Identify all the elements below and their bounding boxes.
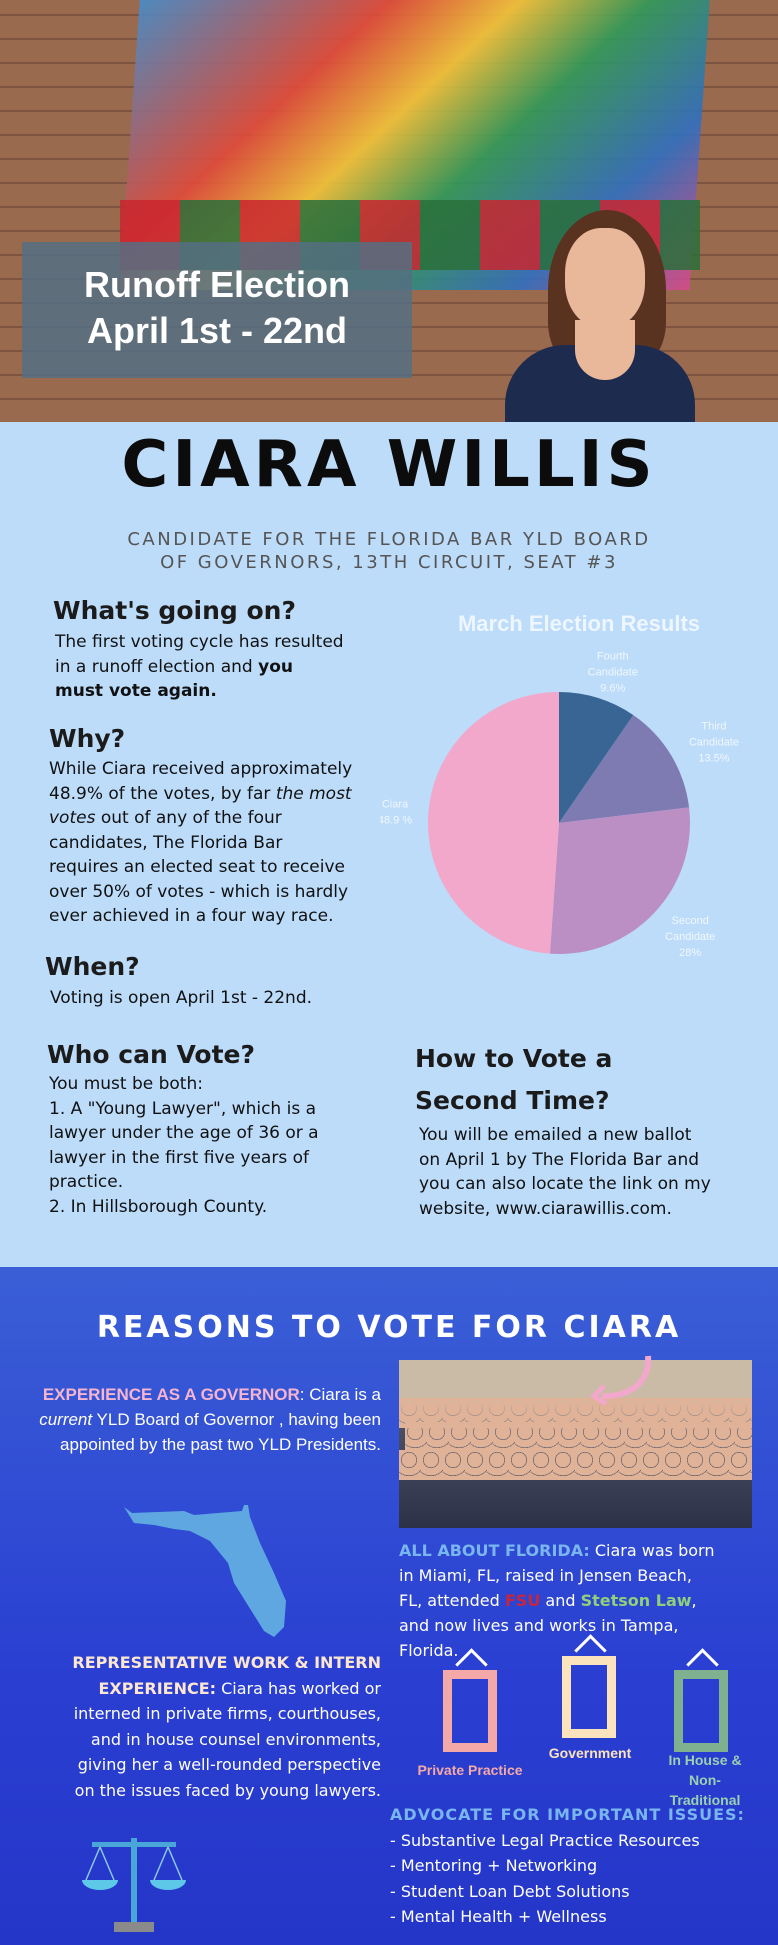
text-line: While Ciara received approximately <box>49 759 353 779</box>
text-line: lawyer under the age of 36 or a <box>49 1123 319 1143</box>
stetson-text: Stetson Law <box>580 1591 692 1610</box>
subtitle-line: CANDIDATE FOR THE FLORIDA BAR YLD BOARD <box>127 529 651 550</box>
text-line: Florida. <box>399 1641 459 1660</box>
text-line: FL, attended <box>399 1591 505 1610</box>
whats-going-on-heading: What's going on? <box>53 596 296 625</box>
advocate-heading: ADVOCATE FOR IMPORTANT ISSUES: <box>390 1805 745 1824</box>
work-text: REPRESENTATIVE WORK & INTERN EXPERIENCE:… <box>0 1650 381 1803</box>
chart-title: March Election Results <box>457 611 701 636</box>
how-heading: How to Vote a Second Time? <box>415 1038 612 1122</box>
fsu-text: FSU <box>504 1591 541 1610</box>
pie-label: Fourth Candidate 9.6% <box>588 650 638 694</box>
pie-label: Third Candidate 13.5% <box>689 721 739 765</box>
text-line: out of any of the four <box>95 808 282 828</box>
text-line: ever achieved in a four way race. <box>49 906 334 926</box>
text-line: The first voting cycle has resulted <box>55 632 344 652</box>
advocate-list: ADVOCATE FOR IMPORTANT ISSUES: - Substan… <box>390 1802 745 1930</box>
who-text: You must be both: 1. A "Young Lawyer", w… <box>49 1072 319 1219</box>
candidate-neck <box>575 320 635 380</box>
text-line: You must be both: <box>49 1074 203 1094</box>
heading-line: Second Time? <box>415 1086 610 1115</box>
candidate-name: CIARA WILLIS <box>121 428 657 502</box>
em-text: the most <box>275 783 352 804</box>
text-line: giving her a well-rounded perspective <box>77 1755 381 1774</box>
frame-inhouse-icon <box>674 1670 728 1752</box>
text-line: practice. <box>49 1172 124 1192</box>
pie-slice-second-candidate <box>549 807 690 954</box>
bold-text: you <box>258 656 293 677</box>
candidate-face <box>565 228 645 328</box>
governor-text: EXPERIENCE AS A GOVERNOR: Ciara is a cur… <box>1 1382 381 1457</box>
text-line: , <box>691 1591 697 1610</box>
text-line: on the issues faced by young lawyers. <box>74 1780 381 1800</box>
text-line: on April 1 by The Florida Bar and <box>419 1149 700 1170</box>
text-line: 2. In Hillsborough County. <box>49 1196 268 1217</box>
runoff-banner: Runoff Election April 1st - 22nd <box>22 242 412 378</box>
text-line: and <box>540 1591 581 1610</box>
frame-government-icon <box>562 1656 616 1738</box>
text-line: YLD Board of Governor , having been <box>92 1410 381 1429</box>
scales-of-justice-icon <box>82 1838 186 1932</box>
who-heading: Who can Vote? <box>47 1040 256 1069</box>
text-line: 48.9% of the votes, by far <box>49 783 276 804</box>
list-item: - Substantive Legal Practice Resources <box>390 1830 700 1850</box>
em-text: votes <box>49 808 96 828</box>
pie-label: Ciara 48.9 % <box>380 798 412 826</box>
banner-line1: Runoff Election <box>84 264 350 305</box>
text-line: candidates, The Florida Bar <box>49 832 283 853</box>
pie-slice-ciara <box>428 692 559 954</box>
frame-label: Government <box>548 1745 632 1761</box>
list-item: - Mentoring + Networking <box>390 1856 598 1875</box>
work-title: EXPERIENCE: <box>98 1678 217 1698</box>
text-line: 1. A "Young Lawyer", which is a <box>49 1098 317 1119</box>
text-line: and in house counsel environments, <box>90 1729 381 1749</box>
whats-going-on-text: The first voting cycle has resulted in a… <box>55 630 344 704</box>
text-line: in a runoff election and <box>55 656 259 677</box>
text-line: you can also locate the link on my <box>419 1174 711 1194</box>
frame-private-icon <box>443 1670 497 1752</box>
when-heading: When? <box>45 952 140 981</box>
text-line: website, www.ciarawillis.com. <box>419 1198 672 1219</box>
text-line: interned in private firms, courthouses, <box>73 1704 381 1723</box>
why-text: While Ciara received approximately 48.9%… <box>49 757 352 929</box>
how-text: You will be emailed a new ballot on Apri… <box>419 1123 711 1221</box>
text-line: : Ciara is a <box>299 1385 381 1404</box>
list-item: - Student Loan Debt Solutions <box>390 1881 630 1901</box>
text-line: requires an elected seat to receive <box>49 857 345 877</box>
frame-label: Private Practice <box>417 1762 523 1778</box>
governor-title: EXPERIENCE AS A GOVERNOR <box>42 1385 300 1404</box>
text-line: Ciara has worked or <box>216 1678 381 1698</box>
banner-line2: April 1st - 22nd <box>86 310 348 351</box>
pie-chart: Fourth Candidate 9.6% Third Candidate 13.5% Se… <box>380 650 739 959</box>
florida-title: ALL ABOUT FLORIDA: <box>399 1541 590 1560</box>
list-item: - Mental Health + Wellness <box>390 1907 607 1926</box>
text-line: in Miami, FL, raised in Jensen Beach, <box>399 1566 692 1585</box>
work-title: REPRESENTATIVE WORK & INTERN <box>72 1653 381 1672</box>
pie-label: Second Candidate 28% <box>665 915 715 959</box>
em-text: current <box>39 1410 93 1429</box>
when-text: Voting is open April 1st - 22nd. <box>50 988 313 1008</box>
florida-text: ALL ABOUT FLORIDA: Ciara was born in Mia… <box>399 1538 774 1663</box>
florida-map-icon <box>124 1505 286 1637</box>
frame-label: In House & Non-Traditional <box>668 1752 742 1808</box>
pie-slice-fourth-candidate <box>559 692 634 823</box>
text-line: appointed by the past two YLD Presidents… <box>60 1435 381 1454</box>
text-line: You will be emailed a new ballot <box>419 1125 692 1145</box>
heading-line: How to Vote a <box>415 1044 613 1073</box>
bold-text: must vote again. <box>55 681 217 701</box>
text-line: lawyer in the first five years of <box>49 1147 309 1168</box>
text-line: over 50% of votes - which is hardly <box>49 881 349 902</box>
hero-image: Runoff Election April 1st - 22nd <box>0 0 778 422</box>
text-line: Ciara was born <box>589 1541 715 1560</box>
arrow-icon <box>590 1355 652 1407</box>
reasons-heading: REASONS TO VOTE FOR CIARA <box>96 1310 682 1345</box>
subtitle-line: OF GOVERNORS, 13TH CIRCUIT, SEAT #3 <box>160 552 618 573</box>
pie-slice-third-candidate <box>559 715 690 823</box>
candidate-subtitle: CANDIDATE FOR THE FLORIDA BAR YLD BOARD … <box>0 528 778 574</box>
yld-group-photo <box>399 1360 752 1528</box>
why-heading: Why? <box>49 724 126 753</box>
text-line: and now lives and works in Tampa, <box>399 1616 679 1635</box>
